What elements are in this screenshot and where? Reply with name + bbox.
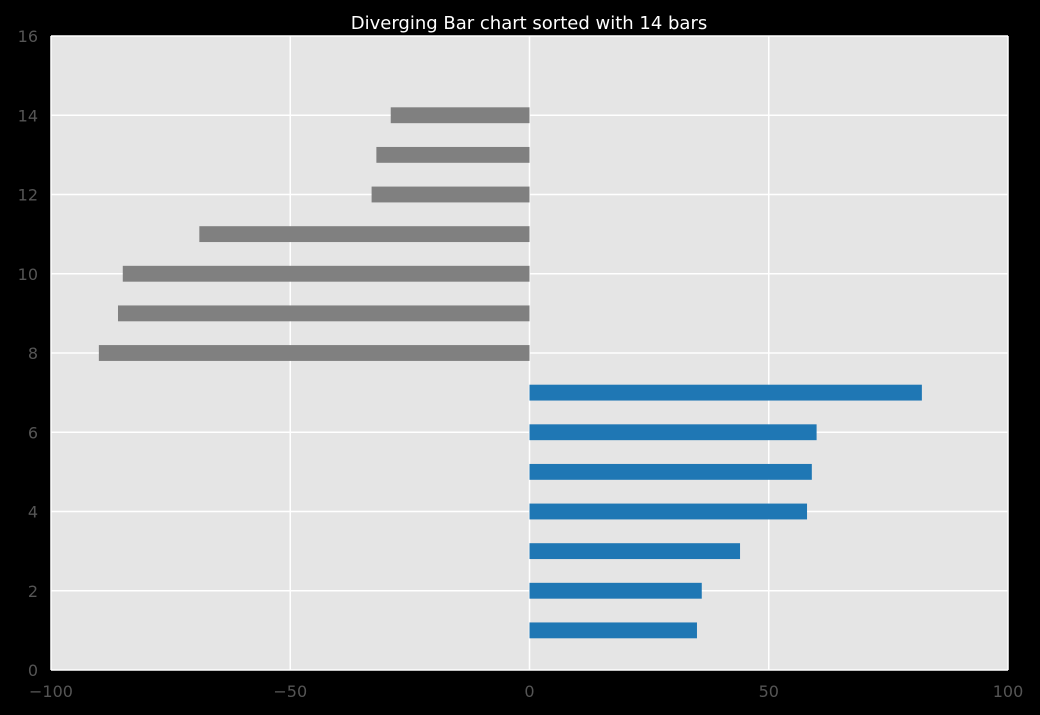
y-tick-label: 8 [28,344,38,363]
bar-positive [529,543,741,560]
bar-positive [529,582,702,599]
x-tick-label: −50 [273,682,307,701]
y-tick-label: 14 [18,106,38,125]
bar-positive [529,424,817,441]
y-tick-label: 2 [28,582,38,601]
bar-negative [376,146,530,163]
x-tick-label: 0 [524,682,534,701]
bar-negative [199,226,530,243]
y-tick-label: 12 [18,186,38,205]
x-tick-label: 50 [759,682,779,701]
bar-negative [371,186,530,203]
bar-negative [98,345,530,361]
y-tick-label: 6 [28,423,38,442]
y-tick-label: 16 [18,27,38,46]
y-tick-label: 4 [28,503,38,522]
bar-positive [529,503,808,520]
chart-title: Diverging Bar chart sorted with 14 bars [351,13,708,34]
x-tick-label: 100 [993,682,1024,701]
bar-negative [122,265,530,282]
y-axis-ticks: 0 2 4 6 8 10 12 14 16 [18,27,38,680]
y-tick-label: 10 [18,265,38,284]
bar-negative [390,107,530,124]
bar-positive [529,463,812,480]
bars [98,107,922,639]
x-tick-label: −100 [29,682,73,701]
bar-positive [529,622,697,639]
bar-positive [529,384,922,401]
bar-negative [117,305,530,322]
y-tick-label: 0 [28,661,38,680]
x-axis-ticks: −100 −50 0 50 100 [29,682,1023,701]
